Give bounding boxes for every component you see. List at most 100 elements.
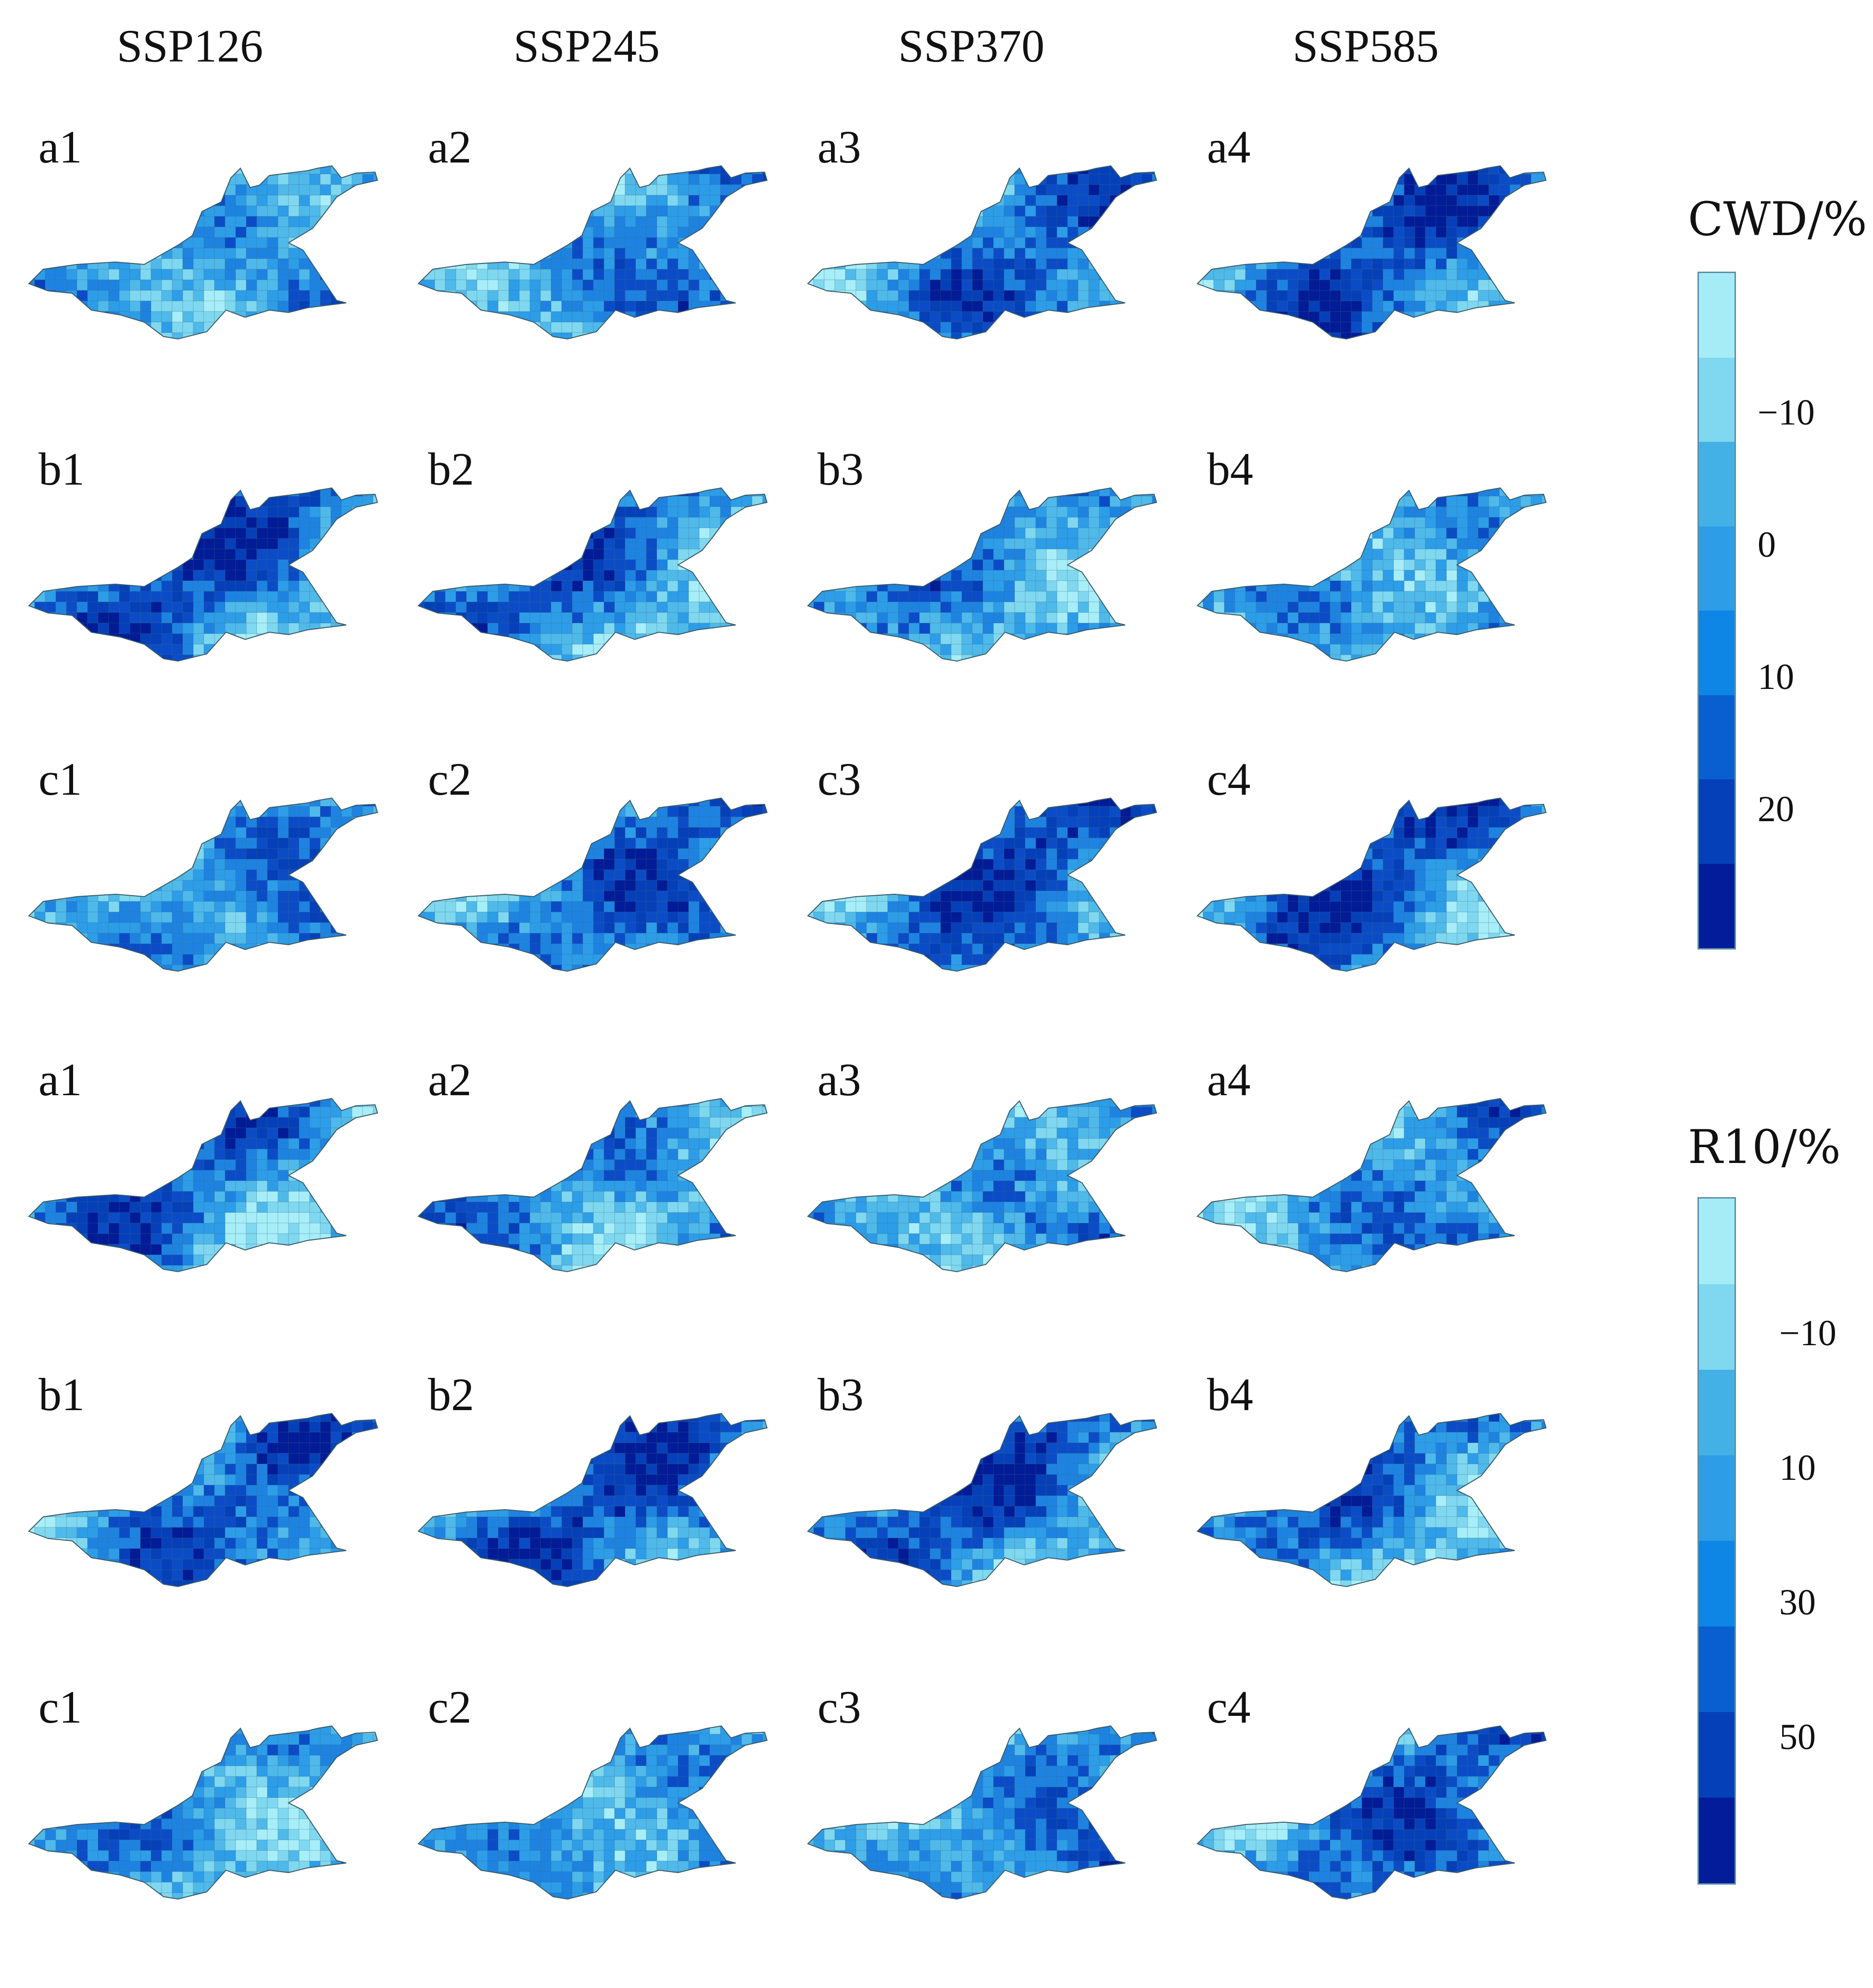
map-panel: c2 <box>409 1680 784 1988</box>
grid-cells <box>414 1724 784 1914</box>
map-panel: a4 <box>1188 120 1563 428</box>
legend-r10-tick: 50 <box>1779 1716 1816 1758</box>
panel-label: b1 <box>38 442 85 496</box>
legend-r10-tick: −10 <box>1779 1313 1836 1354</box>
panel-label: c2 <box>428 752 472 806</box>
grid-cells <box>414 486 784 676</box>
grid-cells <box>414 1411 784 1601</box>
grid-cells <box>1193 1096 1563 1287</box>
map-panel: a4 <box>1188 1053 1563 1361</box>
legend-r10-tick: 30 <box>1779 1582 1816 1624</box>
map-panel: b2 <box>409 1368 784 1675</box>
panel-label: c3 <box>817 1680 861 1734</box>
legend-cwd-title: CWD/% <box>1688 192 1867 246</box>
legend-cwd-swatch <box>1699 695 1735 780</box>
panel-label: a3 <box>817 120 861 174</box>
map-panel: b4 <box>1188 442 1563 750</box>
panel-label: c2 <box>428 1680 472 1734</box>
grid-cells <box>24 1724 394 1914</box>
panel-label: b3 <box>817 442 864 496</box>
legend-r10-tick: 10 <box>1779 1447 1816 1489</box>
grid-cells <box>24 796 394 986</box>
map-panel: c1 <box>19 1680 394 1988</box>
panel-label: b2 <box>428 442 474 496</box>
panel-label: b4 <box>1207 1368 1253 1421</box>
panel-label: a1 <box>38 120 82 174</box>
map-panel: a3 <box>798 1053 1173 1361</box>
grid-cells <box>414 796 784 986</box>
legend-cwd-swatch <box>1699 526 1735 611</box>
map-panel: b1 <box>19 1368 394 1675</box>
panel-label: a4 <box>1207 1053 1251 1106</box>
panel-label: a4 <box>1207 120 1251 174</box>
map-panel: b1 <box>19 442 394 750</box>
grid-cells <box>24 163 394 354</box>
grid-cells <box>803 796 1173 986</box>
legend-cwd-swatch <box>1699 611 1735 695</box>
panel-label: b3 <box>817 1368 864 1421</box>
legend-r10-swatch <box>1699 1199 1735 1284</box>
grid-cells <box>24 1096 394 1287</box>
legend-cwd-swatch <box>1699 273 1735 358</box>
legend-r10-title: R10/% <box>1688 1120 1841 1174</box>
map-panel: b2 <box>409 442 784 750</box>
grid-cells <box>24 1411 394 1601</box>
map-panel: a2 <box>409 1053 784 1361</box>
legend-r10-colorbar <box>1697 1197 1736 1885</box>
legend-cwd-colorbar <box>1697 272 1736 950</box>
panel-label: a2 <box>428 120 472 174</box>
map-panel: c3 <box>798 1680 1173 1988</box>
map-panel: c2 <box>409 752 784 1060</box>
grid-cells <box>1193 1724 1563 1914</box>
legend-r10-swatch <box>1699 1370 1735 1455</box>
panel-label: c4 <box>1207 1680 1251 1734</box>
grid-cells <box>803 1724 1173 1914</box>
legend-cwd-tick: 0 <box>1758 524 1776 566</box>
map-panel: b3 <box>798 442 1173 750</box>
panel-label: b2 <box>428 1368 474 1421</box>
panel-label: a2 <box>428 1053 472 1106</box>
map-panel: a1 <box>19 120 394 428</box>
panel-label: b4 <box>1207 442 1253 496</box>
column-header-ssp585: SSP585 <box>1270 19 1462 73</box>
map-panel: b3 <box>798 1368 1173 1675</box>
column-header-ssp245: SSP245 <box>490 19 683 73</box>
map-panel: c3 <box>798 752 1173 1060</box>
grid-cells <box>414 1096 784 1287</box>
grid-cells <box>803 163 1173 354</box>
map-panel: c4 <box>1188 752 1563 1060</box>
legend-cwd-swatch <box>1699 442 1735 526</box>
legend-r10-swatch <box>1699 1798 1735 1883</box>
panel-label: a3 <box>817 1053 861 1106</box>
legend-r10-swatch <box>1699 1541 1735 1626</box>
panel-label: c1 <box>38 752 82 806</box>
map-panel: c4 <box>1188 1680 1563 1988</box>
grid-cells <box>24 486 394 676</box>
panel-label: a1 <box>38 1053 82 1106</box>
panel-label: c3 <box>817 752 861 806</box>
panel-label: c1 <box>38 1680 82 1734</box>
legend-cwd-swatch <box>1699 779 1735 864</box>
map-panel: c1 <box>19 752 394 1060</box>
legend-cwd-tick: 20 <box>1758 788 1794 830</box>
grid-cells <box>1193 1411 1563 1601</box>
legend-cwd-tick: 10 <box>1758 656 1794 698</box>
grid-cells <box>1193 163 1563 354</box>
map-panel: a1 <box>19 1053 394 1361</box>
legend-r10-swatch <box>1699 1712 1735 1798</box>
legend-cwd-swatch <box>1699 864 1735 949</box>
legend-r10-swatch <box>1699 1284 1735 1370</box>
map-panel: a3 <box>798 120 1173 428</box>
panel-label: b1 <box>38 1368 85 1421</box>
grid-cells <box>1193 486 1563 676</box>
grid-cells <box>803 1096 1173 1287</box>
map-panel: a2 <box>409 120 784 428</box>
map-panel: b4 <box>1188 1368 1563 1675</box>
legend-r10-swatch <box>1699 1455 1735 1541</box>
grid-cells <box>803 486 1173 676</box>
grid-cells <box>1193 796 1563 986</box>
legend-cwd-swatch <box>1699 358 1735 442</box>
grid-cells <box>803 1411 1173 1601</box>
legend-cwd-tick: −10 <box>1758 392 1815 434</box>
grid-cells <box>414 163 784 354</box>
